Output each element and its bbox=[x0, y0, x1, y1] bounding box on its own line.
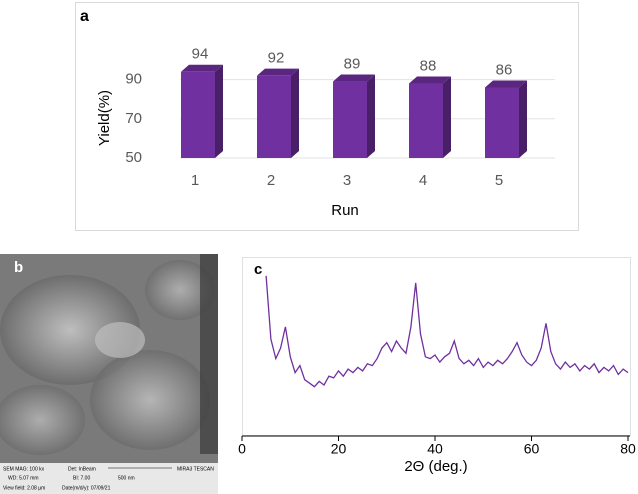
sem-texture bbox=[0, 385, 85, 455]
value-label: 89 bbox=[344, 56, 361, 73]
bar bbox=[409, 83, 443, 158]
sem-texture bbox=[145, 260, 215, 320]
y-axis-title: Yield(%) bbox=[96, 90, 113, 146]
x-tick-label: 1 bbox=[191, 172, 199, 189]
x-tick-label: 3 bbox=[343, 172, 351, 189]
sem-info: SEM MAG: 100 kx bbox=[3, 466, 45, 472]
bar-top bbox=[333, 74, 375, 82]
x-tick-label: 0 bbox=[238, 441, 246, 457]
bar-side bbox=[291, 68, 299, 158]
bar-side bbox=[519, 80, 527, 158]
sem-info: 500 nm bbox=[118, 475, 135, 481]
x-tick-label: 2 bbox=[267, 172, 275, 189]
bar-top bbox=[257, 68, 299, 76]
bar bbox=[181, 71, 215, 158]
y-tick-label: 50 bbox=[125, 149, 142, 166]
bar-top bbox=[485, 80, 527, 88]
bar-side bbox=[215, 64, 223, 158]
x-tick-label: 4 bbox=[419, 172, 427, 189]
sem-info: Det: InBeam bbox=[68, 466, 96, 472]
y-tick-label: 70 bbox=[125, 110, 142, 127]
sem-info: View field: 2.08 µm bbox=[3, 485, 45, 491]
x-tick-label: 40 bbox=[427, 441, 443, 457]
bar-top bbox=[409, 76, 451, 84]
value-label: 86 bbox=[496, 61, 513, 78]
x-tick-label: 20 bbox=[331, 441, 347, 457]
y-tick-label: 90 bbox=[125, 71, 142, 88]
bar bbox=[485, 87, 519, 158]
x-axis-title: Run bbox=[331, 202, 359, 219]
panel-label: b bbox=[14, 259, 23, 276]
sem-info: WD: 5.07 mm bbox=[8, 475, 39, 481]
sem-texture bbox=[90, 350, 210, 450]
sem-image: b SEM MAG: 100 kx Det: InBeam MIRA3 TESC… bbox=[0, 254, 218, 494]
sem-info: MIRA3 TESCAN bbox=[177, 466, 214, 472]
sem-texture bbox=[0, 275, 140, 385]
sem-texture bbox=[200, 254, 218, 454]
x-tick-label: 80 bbox=[620, 441, 636, 457]
bar bbox=[333, 81, 367, 158]
x-tick-label: 60 bbox=[524, 441, 540, 457]
value-label: 88 bbox=[420, 57, 437, 74]
bar bbox=[257, 75, 291, 158]
panel-label: a bbox=[80, 8, 89, 25]
sem-info: Date(m/d/y): 07/09/21 bbox=[62, 485, 111, 491]
bar-top bbox=[181, 64, 223, 72]
bar-side bbox=[367, 74, 375, 158]
bar-side bbox=[443, 76, 451, 158]
sem-texture bbox=[95, 322, 145, 358]
panel-c-frame bbox=[242, 257, 631, 436]
panel-label: c bbox=[254, 261, 262, 278]
xrd-line bbox=[265, 275, 629, 388]
sem-info: BI: 7.00 bbox=[73, 475, 90, 481]
value-label: 92 bbox=[268, 50, 285, 67]
x-tick-label: 5 bbox=[495, 172, 503, 189]
value-label: 94 bbox=[192, 46, 209, 63]
x-axis-title: 2Θ (deg.) bbox=[404, 458, 467, 475]
